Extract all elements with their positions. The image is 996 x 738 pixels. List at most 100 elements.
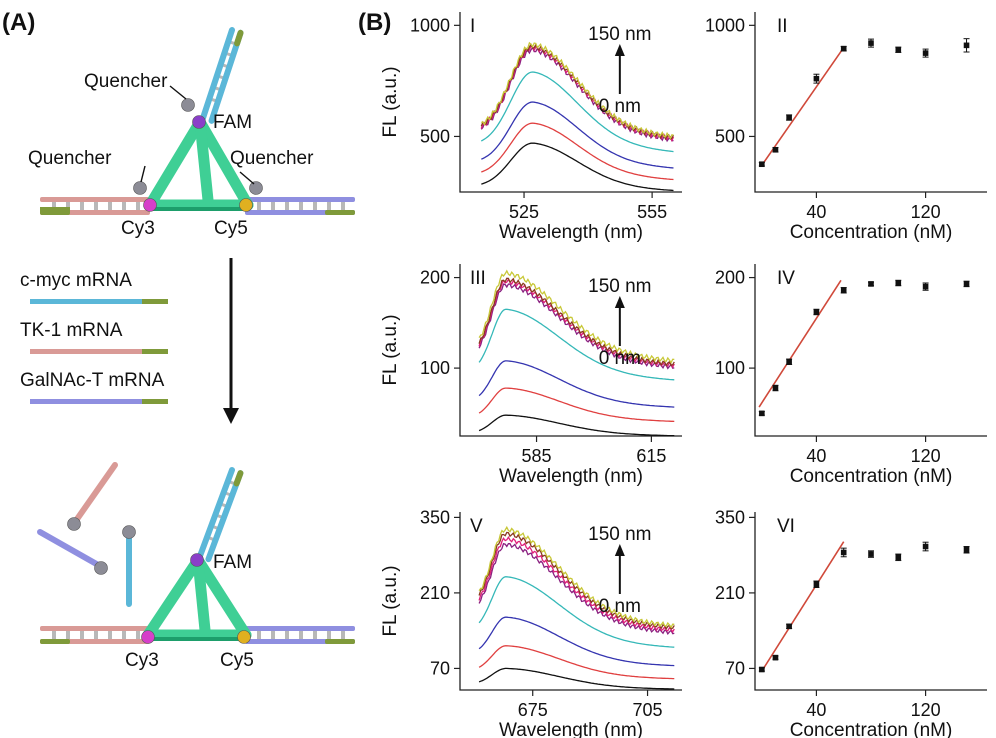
axes-III [459, 264, 682, 437]
panel-b-letter: (B) [358, 9, 391, 36]
cy5-ball-bottom [237, 630, 251, 644]
panel-numeral: III [470, 268, 486, 289]
duplex-rung [136, 199, 140, 211]
fam-label-top: FAM [213, 112, 252, 133]
y-tick-label: 210 [715, 583, 745, 603]
arrow-head [614, 296, 625, 308]
arrow-head [614, 44, 625, 56]
quencher-top-ball [181, 98, 195, 112]
data-point [963, 281, 970, 287]
legend-strand-end [142, 399, 168, 404]
tk1-duplex-bottom [40, 626, 150, 644]
fam-ball-bottom [190, 553, 204, 567]
duplex-rung [122, 628, 126, 640]
data-point [868, 551, 874, 557]
data-point [922, 543, 929, 550]
data-point [922, 283, 929, 290]
reaction-arrow-head [223, 408, 239, 424]
x-tick-label: 40 [806, 446, 826, 466]
data-point [786, 358, 792, 365]
released-quencher-2 [94, 561, 108, 575]
duplex-rung [94, 628, 98, 640]
panel-a: (A) Quencher FAM Quencher Quencher Cy3 Cy5 c-… [2, 9, 355, 671]
duplex-rung [313, 628, 317, 640]
quencher-left-pointer [140, 165, 146, 183]
spectrum-line [480, 44, 675, 142]
spectrum-line [478, 616, 675, 667]
data-point [895, 280, 902, 286]
left-end-cap [40, 207, 70, 212]
spectrum-line [478, 308, 675, 381]
x-tick-label: 675 [518, 700, 548, 720]
arrow-top-label: 150 nm [588, 24, 651, 45]
ladder-strand-b [205, 470, 244, 563]
duplex-rung [271, 628, 275, 640]
duplex-rung [52, 628, 56, 640]
cmyc-ladder-top [200, 27, 244, 124]
fam-label-bottom: FAM [213, 552, 252, 573]
data-point [840, 45, 847, 52]
galnac-duplex-bottom [245, 626, 355, 644]
panel-b-charts: 525 555 500 1000 Wavelength (nm) FL (a.u.) I 15… [380, 12, 987, 738]
duplex-rung [257, 199, 261, 211]
spectrum-line [478, 360, 675, 408]
panel-a-letter: (A) [2, 9, 35, 36]
panel-numeral: II [777, 16, 788, 37]
spectrum-line [478, 531, 675, 631]
data-point [772, 654, 779, 661]
chart-VI: 40 120 70 210 350 Concentration (nM) VI [715, 507, 987, 738]
duplex-rung [341, 628, 345, 640]
data-point [840, 549, 847, 556]
chart-II: 40 120 500 1000 Concentration (nM) II [705, 12, 987, 243]
y-tick-label: 100 [715, 358, 745, 378]
duplex-rung [299, 628, 303, 640]
legend-label: c-myc mRNA [20, 270, 132, 291]
duplex-end-segment [40, 639, 70, 644]
x-tick-label: 705 [633, 700, 663, 720]
quencher-right-label: Quencher [230, 148, 314, 169]
y-axis-label: FL (a.u.) [380, 314, 401, 385]
x-tick-label: 40 [806, 700, 826, 720]
y-tick-label: 100 [420, 358, 450, 378]
duplex-rung [66, 199, 70, 211]
data-point [868, 40, 874, 46]
duplex-rung [341, 199, 345, 211]
chart-III: 585 615 100 200 Wavelength (nm) FL (a.u.) III 1… [380, 264, 682, 487]
spectrum-line [478, 576, 675, 648]
cy3-ball-bottom [141, 630, 155, 644]
data-point [772, 385, 779, 391]
duplex-rung [327, 628, 331, 640]
duplex-rung [299, 199, 303, 211]
axes-VI [754, 512, 987, 691]
x-tick-label: 525 [509, 202, 539, 222]
y-tick-label: 500 [420, 126, 450, 146]
ladder-strand-a [197, 467, 235, 559]
spectrum-line [478, 536, 675, 634]
data-point [759, 161, 765, 168]
axes-IV [754, 264, 987, 437]
quencher-left-label: Quencher [28, 148, 112, 169]
spectrum-line [478, 283, 675, 370]
spectrum-line [478, 542, 675, 635]
galnac-duplex-top [245, 197, 355, 215]
cy3-label-bottom: Cy3 [125, 650, 159, 671]
chart-IV: 40 120 100 200 Concentration (nM) IV [715, 264, 987, 487]
linear-fit-line [761, 47, 845, 166]
legend-label: TK-1 mRNA [20, 320, 123, 341]
duplex-rung [80, 199, 84, 211]
duplex-rung [66, 628, 70, 640]
data-point [895, 554, 902, 561]
y-axis-label: FL (a.u.) [380, 565, 401, 636]
axes-II [754, 12, 987, 193]
arrow-top-label: 150 nm [588, 524, 651, 545]
y-tick-label: 70 [430, 658, 450, 678]
arrow-head [614, 544, 625, 556]
tetra-edge [142, 554, 204, 641]
chart-I: 525 555 500 1000 Wavelength (nm) FL (a.u.) I 15… [380, 12, 682, 243]
axes-V [459, 512, 682, 691]
spectrum-line [480, 43, 675, 141]
cy5-label-top: Cy5 [214, 218, 248, 239]
duplex-rung [122, 199, 126, 211]
linear-fit-line [758, 279, 842, 408]
